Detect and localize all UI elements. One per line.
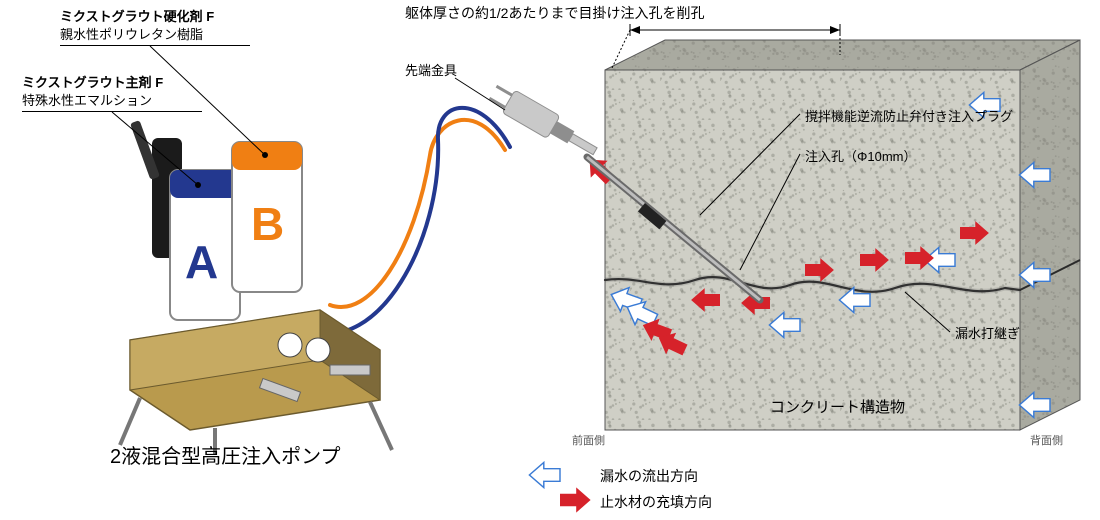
svg-text:B: B — [251, 198, 284, 250]
structure-label: コンクリート構造物 — [770, 398, 905, 418]
joint-label: 漏水打継ぎ — [955, 325, 1020, 343]
drill-note: 躯体厚さの約1/2あたりまで目掛け注入孔を削孔 — [405, 4, 704, 23]
hardener-title: ミクストグラウト硬化剤 F — [60, 9, 214, 24]
legend-fill: 止水材の充填方向 — [600, 492, 712, 512]
hole-label: 注入孔（Φ10mm） — [805, 148, 917, 166]
tip-fitting-label: 先端金具 — [405, 62, 457, 80]
hardener-label: ミクストグラウト硬化剤 F 親水性ポリウレタン樹脂 — [60, 8, 250, 46]
base-sub: 特殊水性エマルション — [22, 93, 152, 108]
plug-label: 撹拌機能逆流防止弁付き注入プラグ — [805, 108, 1013, 126]
hardener-sub: 親水性ポリウレタン樹脂 — [60, 27, 203, 42]
base-title: ミクストグラウト主剤 F — [22, 75, 163, 90]
back-side-label: 背面側 — [1030, 434, 1063, 449]
base-label: ミクストグラウト主剤 F 特殊水性エマルション — [22, 74, 202, 112]
svg-text:A: A — [185, 236, 218, 288]
pump-caption: 2液混合型高圧注入ポンプ — [110, 440, 341, 469]
legend-water: 漏水の流出方向 — [600, 466, 698, 486]
front-side-label: 前面側 — [572, 434, 605, 449]
